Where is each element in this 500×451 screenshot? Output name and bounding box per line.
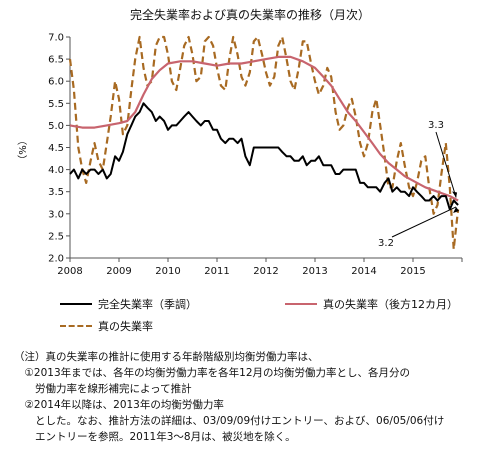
- legend-item-official: 完全失業率（季調）: [60, 296, 197, 312]
- y-axis-label: （%）: [17, 135, 29, 165]
- series-line-1: [69, 55, 459, 202]
- x-tick-label: 2013: [302, 266, 327, 277]
- annotation-arrowhead: [452, 191, 458, 198]
- y-ticks: 2.0 2.5 3.0 3.5 4.0 4.5 5.0 5.5 6.0 6.5 7.0: [48, 33, 70, 265]
- x-tick-label: 2011: [204, 266, 229, 277]
- line-chart: （%） 2.0 2.5 3.0 3.5 4.0 4.5 5.0 5.5 6.0 6.5 7.0 20…: [17, 33, 463, 277]
- y-tick-label: 4.5: [48, 143, 64, 154]
- legend-label-true12: 真の失業率（後方12カ月）: [323, 298, 458, 311]
- annotations: 3.3 3.2: [378, 120, 460, 249]
- legend-swatch-true12: [285, 303, 317, 305]
- legend-swatch-official: [60, 303, 92, 305]
- annotation-arrow: [435, 131, 457, 198]
- y-tick-label: 4.0: [48, 165, 64, 176]
- x-tick-label: 2009: [106, 266, 131, 277]
- annotation-label: 3.3: [428, 120, 444, 131]
- x-tick-label: 2014: [351, 266, 376, 277]
- y-tick-label: 6.0: [48, 77, 64, 88]
- legend-swatch-true: [60, 325, 92, 327]
- footnote-line: 労働力率を線形補完によって推計: [14, 383, 192, 395]
- legend-item-true: 真の失業率: [60, 318, 153, 334]
- x-tick-label: 2012: [253, 266, 278, 277]
- y-tick-label: 5.0: [48, 121, 64, 132]
- chart-title: 完全失業率および真の失業率の推移（月次）: [129, 8, 370, 22]
- y-tick-label: 2.0: [48, 254, 64, 265]
- series-group: [68, 35, 460, 251]
- footnotes: （注）真の失業率の推計に使用する年齢階級別均衡労働力率は、 ①2013年までは、…: [14, 349, 494, 445]
- legend-label-true: 真の失業率: [98, 320, 153, 333]
- footnote-line: ②2014年以降は、2013年の均衡労働力率: [14, 399, 224, 411]
- x-tick-label: 2008: [57, 266, 82, 277]
- footnote-line: ①2013年までは、各年の均衡労働力率を各年12月の均衡労働力率とし、各月分の: [14, 367, 410, 379]
- annotation-arrowhead: [453, 206, 460, 213]
- y-tick-label: 3.0: [48, 209, 64, 220]
- legend-item-true12: 真の失業率（後方12カ月）: [285, 296, 458, 312]
- y-tick-label: 2.5: [48, 231, 64, 242]
- annotation-arrow: [391, 206, 457, 238]
- x-tick-label: 2010: [155, 266, 180, 277]
- footnote-line: とした。なお、推計方法の詳細は、03/09/09付けエントリー、および、06/0…: [14, 415, 445, 427]
- series-line-2: [68, 35, 460, 251]
- x-ticks: 2008 2009 2010 2011 2012 2013 2014 2015: [57, 258, 463, 277]
- footnote-line: （注）真の失業率の推計に使用する年齢階級別均衡労働力率は、: [14, 351, 319, 363]
- y-tick-label: 7.0: [48, 33, 64, 44]
- y-tick-label: 5.5: [48, 99, 64, 110]
- y-tick-label: 3.5: [48, 187, 64, 198]
- footnote-line: エントリーを参照。2011年3～8月は、被災地を除く。: [14, 431, 296, 443]
- y-tick-label: 6.5: [48, 55, 64, 66]
- series-line-0: [69, 102, 459, 211]
- x-tick-label: 2015: [400, 266, 425, 277]
- annotation-label: 3.2: [378, 238, 394, 249]
- legend-label-official: 完全失業率（季調）: [98, 298, 197, 311]
